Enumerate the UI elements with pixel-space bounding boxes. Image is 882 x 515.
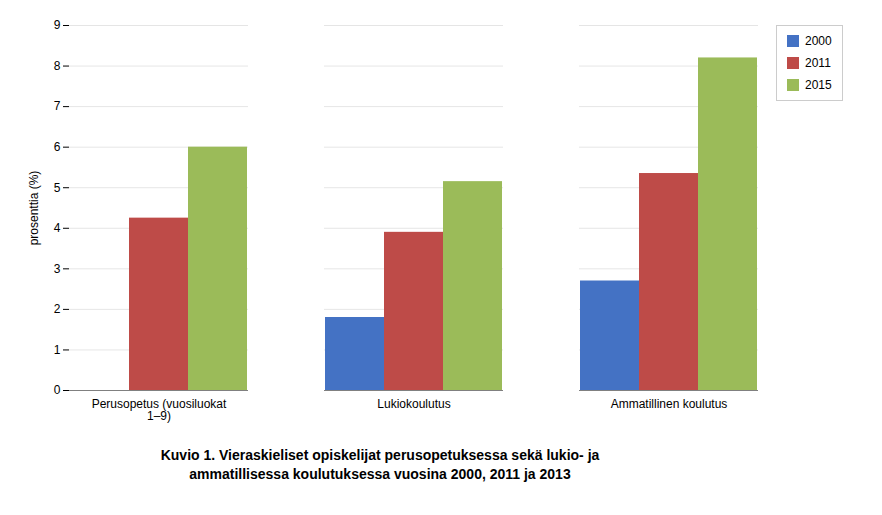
svg-text:0: 0: [54, 383, 61, 397]
html-text:Kuvio 1. Vieraskieliset opiske: Kuvio 1. Vieraskieliset opiskelijat peru…: [160, 447, 600, 482]
svg-text:1: 1: [54, 343, 61, 357]
svg-text:4: 4: [54, 221, 61, 235]
svg-text:prosenttia (%): prosenttia (%): [27, 171, 41, 246]
svg-text:6: 6: [54, 140, 61, 154]
svg-text:Perusopetus (vuosiluokat1–9): Perusopetus (vuosiluokat1–9): [92, 397, 227, 423]
svg-text:Ammatillinen koulutus: Ammatillinen koulutus: [611, 397, 728, 411]
svg-text:3: 3: [54, 262, 61, 276]
svg-text:Lukiokoulutus: Lukiokoulutus: [377, 397, 450, 411]
svg-text:9: 9: [54, 18, 61, 32]
html-text:2011: 2011: [805, 56, 831, 70]
html-text:2015: 2015: [805, 78, 832, 92]
html-text:2000: 2000: [805, 34, 832, 48]
svg-text:8: 8: [54, 59, 61, 73]
svg-text:5: 5: [54, 181, 61, 195]
svg-text:7: 7: [54, 99, 61, 113]
svg-text:2: 2: [54, 302, 61, 316]
